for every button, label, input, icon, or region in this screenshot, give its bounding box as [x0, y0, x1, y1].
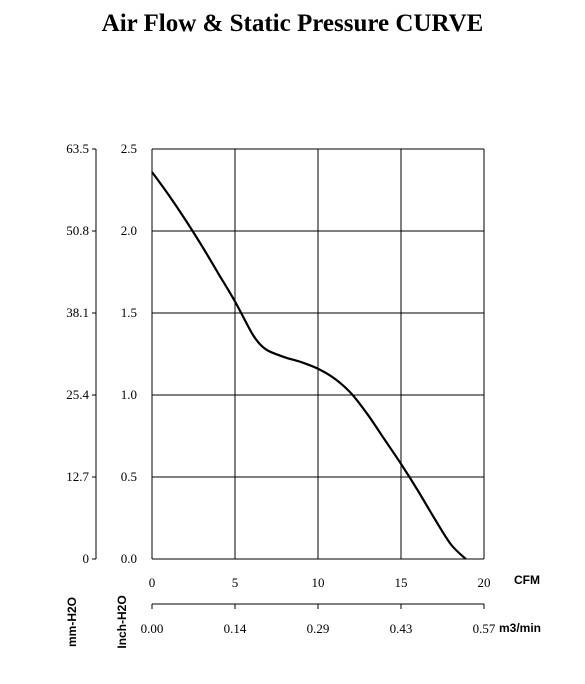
inch-tick-label: 2.5: [121, 141, 137, 156]
inch-tick-label: 2.0: [121, 223, 137, 238]
mm-axis-title: mm-H2O: [65, 597, 79, 647]
inch-tick-label: 1.0: [121, 387, 137, 402]
m3-tick-label: 0.00: [141, 621, 164, 636]
mm-tick-label: 12.7: [66, 469, 89, 484]
cfm-tick-label: 0: [149, 575, 156, 590]
tick-labels: 0 12.7 25.4 38.1 50.8 63.5 0.0 0.5 1.0 1.5 2.0 2.5 0…: [65, 141, 541, 649]
grid: [151, 148, 485, 560]
mm-tick-label: 38.1: [66, 305, 89, 320]
m3-tick-label: 0.29: [307, 621, 330, 636]
cfm-tick-label: 5: [232, 575, 239, 590]
cfm-tick-label: 20: [478, 575, 491, 590]
m3-tick-label: 0.57: [473, 621, 496, 636]
m3-unit-label: m3/min: [499, 621, 541, 635]
m3-tick-label: 0.43: [390, 621, 413, 636]
pressure-curve: [151, 171, 467, 560]
inch-tick-label: 1.5: [121, 305, 137, 320]
cfm-unit-label: CFM: [514, 573, 540, 587]
mm-tick-label: 25.4: [66, 387, 89, 402]
chart-title: Air Flow & Static Pressure CURVE: [101, 10, 484, 37]
inch-tick-label: 0.5: [121, 469, 137, 484]
mm-tick-label: 63.5: [66, 141, 89, 156]
cfm-tick-label: 15: [395, 575, 408, 590]
inch-tick-label: 0.0: [121, 551, 137, 566]
curve-layer: [151, 171, 467, 560]
mm-tick-label: 50.8: [66, 223, 89, 238]
inch-axis-title: Inch-H2O: [115, 595, 129, 648]
axes: [92, 148, 485, 609]
mm-tick-label: 0: [83, 551, 90, 566]
m3-tick-label: 0.14: [224, 621, 247, 636]
cfm-tick-label: 10: [312, 575, 325, 590]
